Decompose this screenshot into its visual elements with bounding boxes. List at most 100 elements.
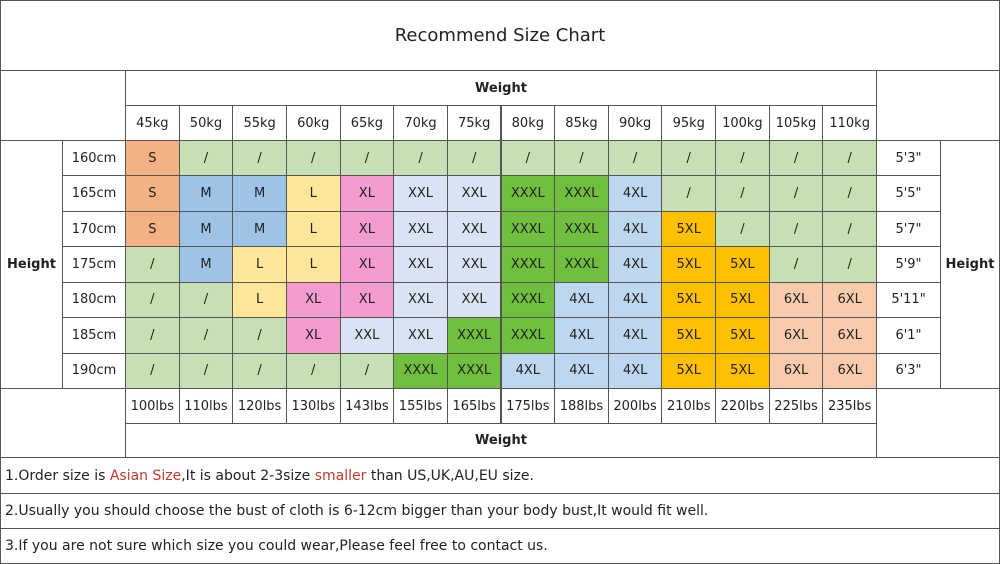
size-cell: 5XL bbox=[661, 352, 717, 389]
weight-lbs: 100lbs bbox=[125, 388, 180, 424]
height-cm: 190cm bbox=[62, 352, 126, 389]
size-cell: S bbox=[125, 210, 180, 248]
size-cell: 4XL bbox=[554, 352, 609, 389]
size-cell: / bbox=[768, 210, 824, 248]
size-cell: 5XL bbox=[715, 352, 770, 389]
size-cell: / bbox=[607, 140, 663, 177]
size-cell: M bbox=[232, 210, 287, 248]
size-cell: XXXL bbox=[446, 317, 502, 354]
size-cell: 6XL bbox=[822, 352, 877, 389]
size-cell: XXL bbox=[393, 317, 448, 354]
size-cell: M bbox=[178, 246, 234, 283]
size-cell: / bbox=[661, 140, 717, 177]
size-cell: / bbox=[500, 140, 556, 177]
size-cell: / bbox=[768, 175, 824, 212]
size-cell: XL bbox=[285, 281, 341, 319]
size-cell: XXL bbox=[446, 281, 502, 319]
weight-lbs: 188lbs bbox=[554, 388, 609, 424]
height-cm: 160cm bbox=[62, 140, 126, 177]
note-text: ,It is about 2-3size bbox=[181, 467, 315, 484]
weight-kg: 80kg bbox=[500, 105, 556, 141]
size-cell: 6XL bbox=[768, 352, 824, 389]
size-cell: 6XL bbox=[822, 317, 877, 354]
height-cm: 185cm bbox=[62, 317, 126, 354]
size-cell: / bbox=[768, 140, 824, 177]
height-ft: 5'11" bbox=[876, 281, 941, 319]
size-cell: 4XL bbox=[607, 317, 663, 354]
note-text: 2.Usually you should choose the bust of … bbox=[5, 503, 709, 519]
note: 3.If you are not sure which size you cou… bbox=[0, 528, 1000, 564]
size-cell: XL bbox=[339, 246, 395, 283]
height-cm: 170cm bbox=[62, 210, 126, 248]
size-cell: XXL bbox=[393, 175, 448, 212]
blank-corner bbox=[876, 70, 1000, 141]
size-cell: / bbox=[339, 140, 395, 177]
size-cell: 5XL bbox=[715, 317, 770, 354]
chart-title: Recommend Size Chart bbox=[0, 0, 1000, 71]
size-cell: 4XL bbox=[607, 352, 663, 389]
size-cell: XXXL bbox=[554, 210, 609, 248]
size-cell: / bbox=[339, 352, 395, 389]
size-cell: XXL bbox=[393, 246, 448, 283]
size-cell: XXXL bbox=[446, 352, 502, 389]
size-cell: / bbox=[715, 210, 770, 248]
size-cell: / bbox=[285, 140, 341, 177]
weight-lbs: 235lbs bbox=[822, 388, 877, 424]
size-cell: S bbox=[125, 175, 180, 212]
size-cell: XL bbox=[339, 210, 395, 248]
size-cell: / bbox=[393, 140, 448, 177]
size-cell: / bbox=[768, 246, 824, 283]
size-cell: XXXL bbox=[393, 352, 448, 389]
size-cell: L bbox=[232, 246, 287, 283]
height-cm: 180cm bbox=[62, 281, 126, 319]
size-cell: / bbox=[232, 140, 287, 177]
weight-lbs: 143lbs bbox=[339, 388, 395, 424]
size-cell: / bbox=[178, 281, 234, 319]
note: 1.Order size is Asian Size ,It is about 2… bbox=[0, 457, 1000, 494]
size-cell: M bbox=[178, 210, 234, 248]
weight-kg: 55kg bbox=[232, 105, 287, 141]
size-cell: XXXL bbox=[500, 210, 556, 248]
size-cell: / bbox=[125, 352, 180, 389]
weight-lbs: 155lbs bbox=[393, 388, 448, 424]
height-label: Height bbox=[940, 140, 1000, 389]
size-cell: 4XL bbox=[554, 281, 609, 319]
weight-lbs: 130lbs bbox=[285, 388, 341, 424]
size-cell: XXL bbox=[446, 175, 502, 212]
size-cell: / bbox=[822, 246, 877, 283]
height-ft: 6'1" bbox=[876, 317, 941, 354]
size-cell: S bbox=[125, 140, 180, 177]
size-cell: / bbox=[822, 210, 877, 248]
weight-kg: 95kg bbox=[661, 105, 717, 141]
size-cell: M bbox=[178, 175, 234, 212]
size-cell: / bbox=[715, 140, 770, 177]
size-cell: M bbox=[232, 175, 287, 212]
height-cm: 175cm bbox=[62, 246, 126, 283]
note-text: Asian Size bbox=[109, 467, 182, 484]
size-cell: / bbox=[822, 175, 877, 212]
height-ft: 6'3" bbox=[876, 352, 941, 389]
size-cell: XXL bbox=[446, 210, 502, 248]
size-cell: XXXL bbox=[554, 175, 609, 212]
size-cell: / bbox=[125, 246, 180, 283]
size-cell: 4XL bbox=[607, 281, 663, 319]
weight-header: Weight bbox=[125, 70, 877, 106]
weight-kg: 90kg bbox=[607, 105, 663, 141]
weight-lbs: 200lbs bbox=[607, 388, 663, 424]
size-cell: L bbox=[232, 281, 287, 319]
size-cell: XXL bbox=[393, 281, 448, 319]
blank-corner bbox=[876, 388, 1000, 458]
size-cell: XL bbox=[285, 317, 341, 354]
size-cell: / bbox=[446, 140, 502, 177]
note: 2.Usually you should choose the bust of … bbox=[0, 493, 1000, 529]
size-cell: 5XL bbox=[661, 317, 717, 354]
size-cell: XXL bbox=[446, 246, 502, 283]
weight-kg: 65kg bbox=[339, 105, 395, 141]
weight-kg: 100kg bbox=[715, 105, 770, 141]
blank-corner bbox=[0, 388, 126, 458]
weight-kg: 45kg bbox=[125, 105, 180, 141]
size-cell: / bbox=[661, 175, 717, 212]
size-cell: / bbox=[125, 281, 180, 319]
size-cell: XXXL bbox=[500, 281, 556, 319]
